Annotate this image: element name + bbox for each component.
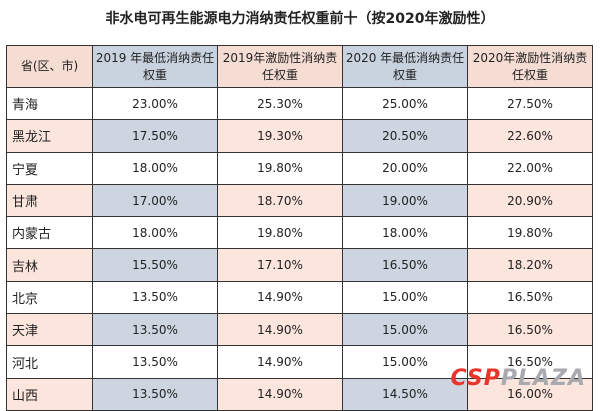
province-cell: 黑龙江	[6, 119, 93, 153]
province-cell: 天津	[6, 313, 93, 347]
weight-table: 省(区、市) 2019 年最低消纳责任权重 2019年激励性消纳责任权重 202…	[6, 45, 593, 411]
min-2020-cell: 20.00%	[342, 151, 468, 185]
province-cell: 吉林	[6, 248, 93, 282]
incentive-2019-cell: 19.80%	[217, 151, 343, 185]
incentive-2020-cell: 16.50%	[467, 345, 593, 379]
province-cell: 内蒙古	[6, 216, 93, 250]
incentive-2020-cell: 16.50%	[467, 313, 593, 347]
table-row: 吉林 15.50% 17.10% 16.50% 18.20%	[6, 248, 593, 282]
incentive-2019-cell: 19.30%	[217, 119, 343, 153]
incentive-2019-cell: 18.70%	[217, 183, 343, 218]
min-2020-cell: 25.00%	[342, 86, 468, 121]
table-row: 北京 13.50% 14.90% 15.00% 16.50%	[6, 280, 593, 315]
min-2020-cell: 19.00%	[342, 183, 468, 218]
incentive-2020-cell: 18.20%	[467, 248, 593, 282]
min-2019-cell: 18.00%	[92, 216, 218, 250]
incentive-2020-cell: 20.90%	[467, 183, 593, 218]
province-cell: 甘肃	[6, 183, 93, 218]
province-cell: 青海	[6, 86, 93, 121]
page-title: 非水电可再生能源电力消纳责任权重前十（按2020年激励性）	[105, 11, 495, 27]
min-2020-cell: 15.00%	[342, 280, 468, 315]
incentive-2019-cell: 14.90%	[217, 345, 343, 379]
header-2020-incentive: 2020年激励性消纳责任权重	[467, 45, 593, 88]
header-2020-min: 2020 年最低消纳责任权重	[342, 45, 468, 88]
incentive-2019-cell: 14.90%	[217, 280, 343, 315]
header-2019-min: 2019 年最低消纳责任权重	[92, 45, 218, 88]
min-2020-cell: 15.00%	[342, 313, 468, 347]
table-row: 黑龙江 17.50% 19.30% 20.50% 22.60%	[6, 119, 593, 153]
min-2019-cell: 18.00%	[92, 151, 218, 185]
min-2020-cell: 14.50%	[342, 377, 468, 411]
table-row: 青海 23.00% 25.30% 25.00% 27.50%	[6, 86, 593, 121]
incentive-2019-cell: 14.90%	[217, 313, 343, 347]
province-cell: 山西	[6, 377, 93, 411]
incentive-2020-cell: 22.00%	[467, 151, 593, 185]
header-province: 省(区、市)	[6, 45, 93, 88]
min-2020-cell: 20.50%	[342, 119, 468, 153]
min-2020-cell: 16.50%	[342, 248, 468, 282]
table-row: 宁夏 18.00% 19.80% 20.00% 22.00%	[6, 151, 593, 185]
table-body: 青海 23.00% 25.30% 25.00% 27.50% 黑龙江 17.50% 19.30…	[6, 86, 593, 411]
table-row: 山西 13.50% 14.90% 14.50% 16.00%	[6, 377, 593, 411]
incentive-2020-cell: 19.80%	[467, 216, 593, 250]
incentive-2020-cell: 16.00%	[467, 377, 593, 411]
province-cell: 河北	[6, 345, 93, 379]
table-row: 甘肃 17.00% 18.70% 19.00% 20.90%	[6, 183, 593, 218]
incentive-2019-cell: 17.10%	[217, 248, 343, 282]
table-row: 内蒙古 18.00% 19.80% 18.00% 19.80%	[6, 216, 593, 250]
incentive-2020-cell: 16.50%	[467, 280, 593, 315]
incentive-2020-cell: 22.60%	[467, 119, 593, 153]
table-header-row: 省(区、市) 2019 年最低消纳责任权重 2019年激励性消纳责任权重 202…	[6, 45, 593, 88]
incentive-2020-cell: 27.50%	[467, 86, 593, 121]
min-2019-cell: 15.50%	[92, 248, 218, 282]
min-2019-cell: 13.50%	[92, 377, 218, 411]
min-2020-cell: 18.00%	[342, 216, 468, 250]
min-2019-cell: 17.00%	[92, 183, 218, 218]
province-cell: 北京	[6, 280, 93, 315]
province-cell: 宁夏	[6, 151, 93, 185]
incentive-2019-cell: 14.90%	[217, 377, 343, 411]
incentive-2019-cell: 25.30%	[217, 86, 343, 121]
min-2019-cell: 17.50%	[92, 119, 218, 153]
table-row: 河北 13.50% 14.90% 15.00% 16.50%	[6, 345, 593, 379]
incentive-2019-cell: 19.80%	[217, 216, 343, 250]
min-2019-cell: 13.50%	[92, 345, 218, 379]
min-2020-cell: 15.00%	[342, 345, 468, 379]
min-2019-cell: 23.00%	[92, 86, 218, 121]
table-row: 天津 13.50% 14.90% 15.00% 16.50%	[6, 313, 593, 347]
min-2019-cell: 13.50%	[92, 313, 218, 347]
header-2019-incentive: 2019年激励性消纳责任权重	[217, 45, 343, 88]
min-2019-cell: 13.50%	[92, 280, 218, 315]
